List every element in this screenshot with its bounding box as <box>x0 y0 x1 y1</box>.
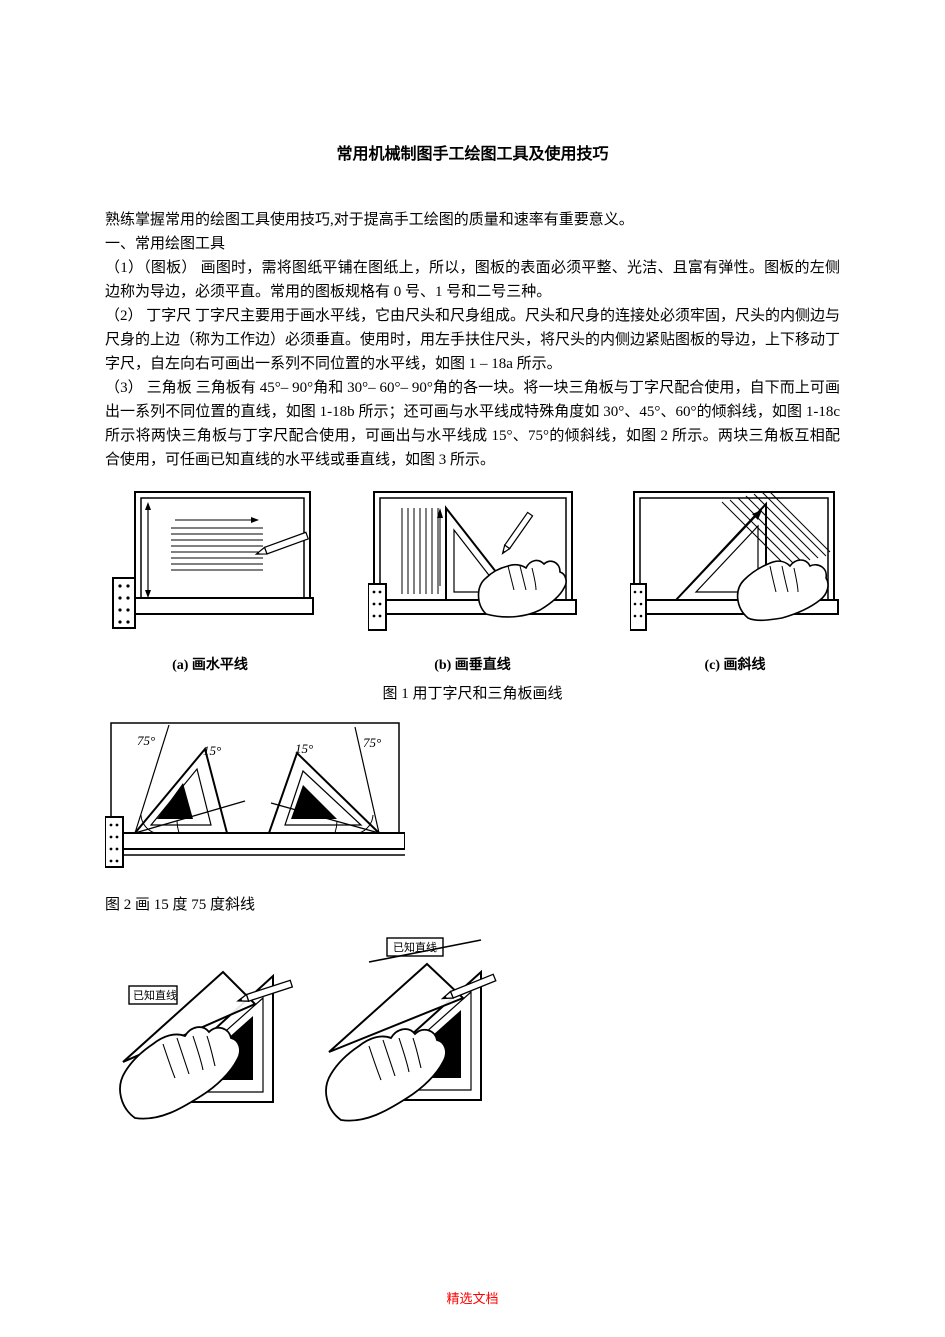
figure-1a-image <box>105 486 315 641</box>
figure-1b: (b) 画垂直线 <box>368 486 578 674</box>
intro-paragraph: 熟练掌握常用的绘图工具使用技巧,对于提高手工绘图的质量和速率有重要意义。 <box>105 208 840 232</box>
known-line-label-left: 已知直线 <box>133 988 177 1002</box>
known-line-label-right: 已知直线 <box>393 940 437 954</box>
figure-3: 已知直线 已知直线 <box>105 932 840 1132</box>
figure-1b-image <box>368 486 578 641</box>
page-title: 常用机械制图手工绘图工具及使用技巧 <box>105 140 840 164</box>
figure-2-image: 75° 15° 15° 75° <box>105 717 405 872</box>
figure-1c: (c) 画斜线 <box>630 486 840 674</box>
item-2: （2） 丁字尺 丁字尺主要用于画水平线，它由尺头和尺身组成。尺头和尺身的连接处必… <box>105 304 840 376</box>
figure-2: 75° 15° 15° 75° 图 2 画 15 度 75 度斜线 <box>105 717 840 914</box>
figure-1-caption: 图 1 用丁字尺和三角板画线 <box>105 682 840 703</box>
figure-1a-label: (a) 画水平线 <box>105 654 315 674</box>
angle-75-right: 75° <box>363 735 381 750</box>
figure-1c-label: (c) 画斜线 <box>630 654 840 674</box>
figure-1a: (a) 画水平线 <box>105 486 315 674</box>
item-3: （3） 三角板 三角板有 45°– 90°角和 30°– 60°– 90°角的各… <box>105 376 840 472</box>
figure-1-row: (a) 画水平线 <box>105 486 840 674</box>
figure-2-caption: 图 2 画 15 度 75 度斜线 <box>105 893 840 914</box>
figure-3-image: 已知直线 已知直线 <box>105 932 505 1127</box>
page-footer: 精选文档 <box>0 1288 945 1307</box>
section-heading: 一、常用绘图工具 <box>105 232 840 256</box>
angle-75-left: 75° <box>137 733 155 748</box>
item-1: （1）（图板） 画图时，需将图纸平铺在图纸上，所以，图板的表面必须平整、光洁、且… <box>105 256 840 304</box>
figure-1b-label: (b) 画垂直线 <box>368 654 578 674</box>
figure-1c-image <box>630 486 840 641</box>
angle-15-right: 15° <box>295 741 313 756</box>
document-page: 常用机械制图手工绘图工具及使用技巧 熟练掌握常用的绘图工具使用技巧,对于提高手工… <box>0 0 945 1172</box>
angle-15-left: 15° <box>203 743 221 758</box>
